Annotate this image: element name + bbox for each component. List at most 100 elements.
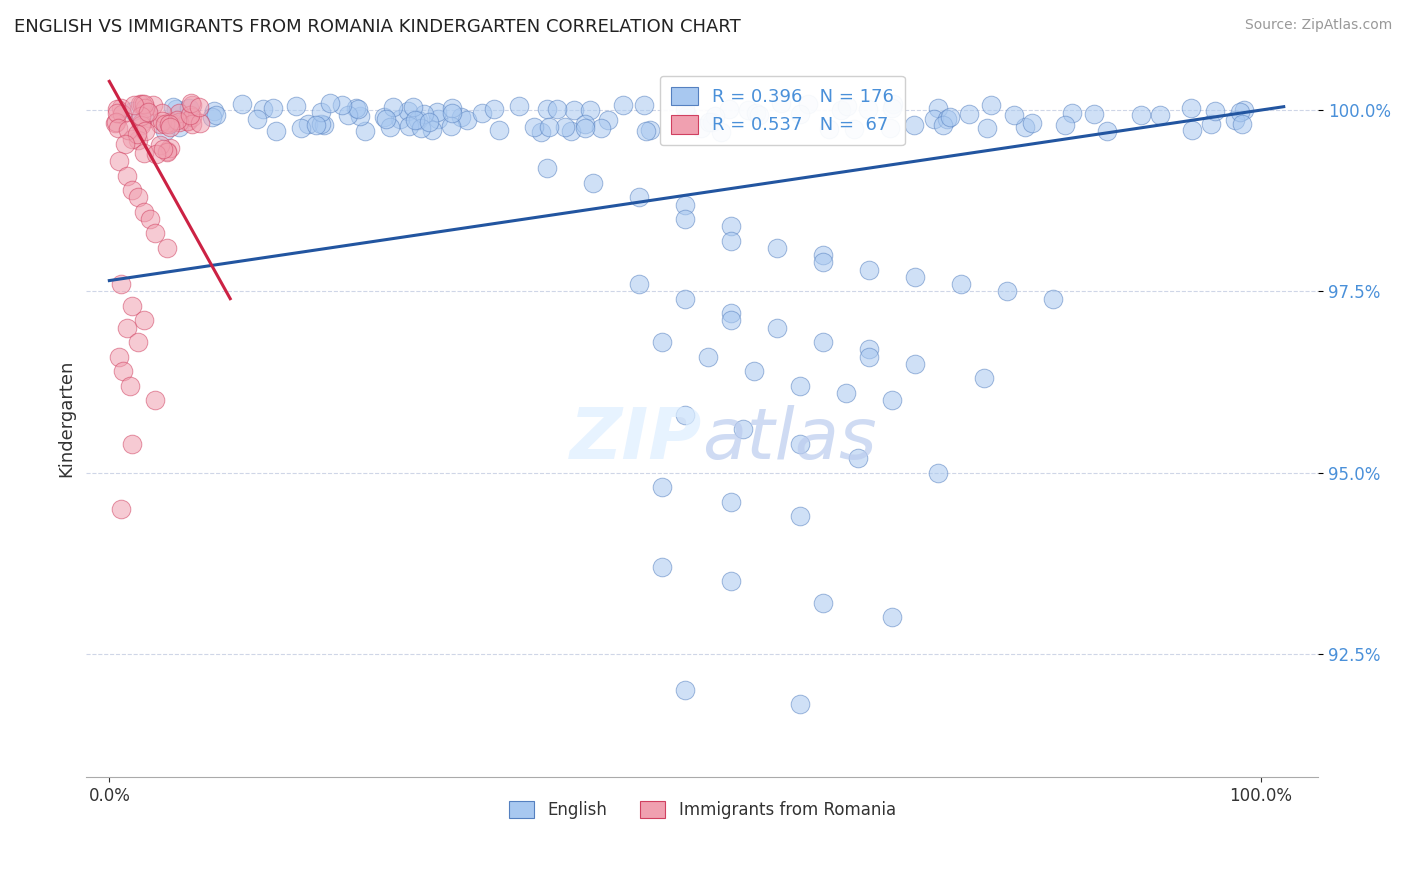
Point — [789, 436, 811, 450]
Point — [931, 118, 953, 132]
Point — [129, 109, 152, 123]
Point — [156, 145, 179, 160]
Point — [344, 101, 367, 115]
Point — [936, 112, 959, 127]
Point — [181, 110, 204, 124]
Point — [127, 133, 149, 147]
Point — [927, 466, 949, 480]
Point — [579, 103, 602, 117]
Point — [1201, 117, 1223, 131]
Point — [129, 116, 152, 130]
Point — [179, 107, 201, 121]
Point — [145, 146, 167, 161]
Point — [231, 96, 253, 111]
Point — [718, 102, 741, 116]
Point — [159, 115, 181, 129]
Point — [118, 378, 141, 392]
Point — [522, 120, 544, 135]
Point — [134, 101, 156, 115]
Point — [122, 98, 145, 112]
Point — [110, 101, 132, 115]
Point — [697, 350, 720, 364]
Point — [1053, 118, 1076, 132]
Point — [121, 299, 143, 313]
Point — [651, 559, 673, 574]
Point — [1002, 108, 1025, 122]
Point — [538, 120, 561, 135]
Point — [811, 596, 834, 610]
Point — [858, 103, 880, 117]
Point — [720, 219, 742, 234]
Point — [148, 137, 170, 152]
Point — [114, 136, 136, 151]
Point — [720, 234, 742, 248]
Point — [770, 96, 793, 111]
Point — [673, 212, 696, 227]
Point — [1021, 116, 1043, 130]
Text: atlas: atlas — [702, 405, 877, 475]
Point — [145, 393, 167, 408]
Point — [155, 117, 177, 131]
Point — [903, 118, 925, 132]
Point — [560, 124, 582, 138]
Point — [153, 124, 176, 138]
Point — [748, 108, 770, 122]
Point — [107, 350, 129, 364]
Point — [720, 306, 742, 320]
Point — [112, 364, 135, 378]
Point — [720, 313, 742, 327]
Point — [252, 102, 274, 116]
Point — [105, 115, 128, 129]
Point — [149, 117, 172, 131]
Point — [627, 277, 650, 292]
Point — [264, 124, 287, 138]
Point — [138, 112, 160, 126]
Point — [562, 103, 585, 117]
Point — [427, 112, 450, 126]
Text: Source: ZipAtlas.com: Source: ZipAtlas.com — [1244, 18, 1392, 32]
Point — [131, 97, 153, 112]
Point — [142, 97, 165, 112]
Point — [110, 501, 132, 516]
Point — [169, 114, 191, 128]
Point — [673, 682, 696, 697]
Point — [353, 124, 375, 138]
Point — [574, 117, 596, 131]
Point — [201, 110, 224, 124]
Point — [246, 112, 269, 126]
Text: ENGLISH VS IMMIGRANTS FROM ROMANIA KINDERGARTEN CORRELATION CHART: ENGLISH VS IMMIGRANTS FROM ROMANIA KINDE… — [14, 18, 741, 36]
Point — [378, 120, 401, 135]
Point — [938, 110, 960, 124]
Point — [1229, 105, 1251, 120]
Point — [1181, 123, 1204, 137]
Point — [710, 125, 733, 139]
Point — [205, 108, 228, 122]
Point — [128, 96, 150, 111]
Point — [412, 107, 434, 121]
Point — [471, 106, 494, 120]
Point — [129, 118, 152, 132]
Point — [188, 116, 211, 130]
Point — [398, 119, 420, 133]
Point — [508, 99, 530, 113]
Point — [150, 114, 173, 128]
Point — [737, 103, 759, 118]
Point — [882, 96, 904, 111]
Point — [420, 123, 443, 137]
Point — [132, 145, 155, 160]
Point — [789, 378, 811, 392]
Point — [634, 124, 657, 138]
Point — [858, 262, 880, 277]
Point — [319, 96, 342, 111]
Point — [127, 335, 149, 350]
Point — [162, 100, 184, 114]
Legend: English, Immigrants from Romania: English, Immigrants from Romania — [502, 795, 903, 826]
Point — [1083, 107, 1105, 121]
Point — [789, 107, 811, 121]
Point — [262, 102, 284, 116]
Point — [1204, 104, 1226, 119]
Point — [312, 119, 335, 133]
Point — [176, 114, 198, 128]
Point — [1180, 101, 1202, 115]
Point — [121, 131, 143, 145]
